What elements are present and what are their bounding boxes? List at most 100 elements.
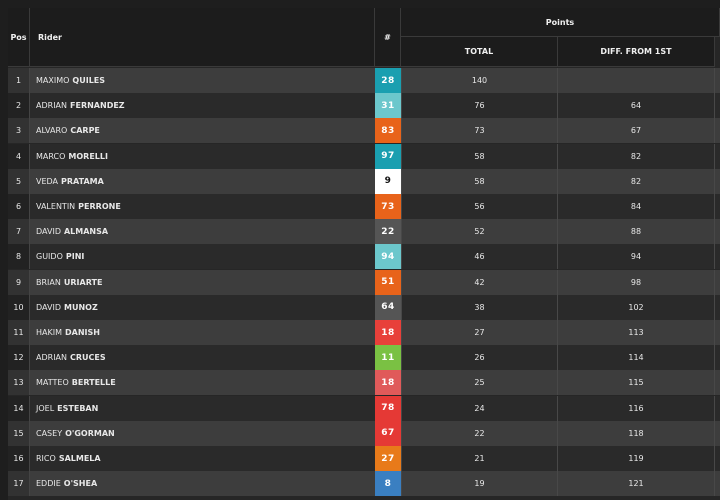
- total-points: 42: [401, 269, 558, 295]
- first-name: BRIAN: [36, 277, 61, 287]
- rider-number: 9: [375, 168, 401, 194]
- diff-points: 121: [558, 471, 715, 497]
- diff-points: 94: [558, 244, 715, 270]
- first-name: ADRIAN: [36, 101, 68, 111]
- rider-row: 16 RICO SALMELA 27 21 119: [8, 446, 720, 471]
- rider-name: MAXIMO QUILES: [30, 68, 375, 93]
- rider-row: 2 ADRIAN FERNANDEZ 31 76 64: [8, 93, 720, 119]
- total-points: 73: [401, 118, 558, 144]
- diff-points: 118: [558, 420, 715, 446]
- rider-name: JOEL ESTEBAN: [30, 396, 375, 421]
- position: 15: [8, 420, 30, 446]
- rider-name: HAKIM DANISH: [30, 320, 375, 345]
- total-points: 52: [401, 219, 558, 245]
- total-points: 26: [401, 345, 558, 371]
- rider-name: ADRIAN FERNANDEZ: [30, 93, 375, 118]
- total-points: 58: [401, 168, 558, 194]
- rider-name: GUIDO PINI: [30, 244, 375, 269]
- total-points: 38: [401, 294, 558, 320]
- rider-number: 18: [375, 370, 401, 396]
- position: 17: [8, 471, 30, 497]
- last-name: PINI: [65, 252, 85, 262]
- diff-points: 113: [558, 320, 715, 345]
- first-name: GUIDO: [36, 252, 63, 262]
- diff-points: 82: [558, 168, 715, 194]
- last-name: SALMELA: [58, 454, 101, 463]
- position: 6: [8, 194, 30, 219]
- points-header: Points: [401, 8, 720, 37]
- rider-row: 14 JOEL ESTEBAN 78 24 116: [8, 395, 720, 421]
- position: 7: [8, 219, 30, 245]
- diff-points: 67: [558, 118, 715, 144]
- total-points: 46: [401, 244, 558, 270]
- position: 5: [8, 168, 30, 194]
- last-name: CRUCES: [70, 353, 106, 363]
- rider-number: 78: [375, 395, 401, 421]
- rider-number: 31: [375, 93, 401, 119]
- rider-name: EDDIE O'SHEA: [30, 471, 375, 496]
- rider-row: 7 DAVID ALMANSA 22 52 88: [8, 219, 720, 245]
- last-name: O'GORMAN: [65, 428, 115, 438]
- first-name: JOEL: [36, 403, 55, 413]
- total-points: 27: [401, 320, 558, 345]
- rider-row: 8 GUIDO PINI 94 46 94: [8, 244, 720, 270]
- last-name: MUNOZ: [63, 302, 98, 312]
- rider-number: 18: [375, 320, 401, 345]
- last-name: URIARTE: [63, 277, 103, 287]
- number-header: #: [375, 8, 401, 67]
- diff-points: 64: [558, 93, 715, 119]
- first-name: MARCO: [36, 151, 66, 161]
- last-name: CARPE: [70, 126, 100, 136]
- rider-row: 6 VALENTIN PERRONE 73 56 84: [8, 194, 720, 219]
- rider-number: 97: [375, 143, 401, 169]
- rider-name: ALVARO CARPE: [30, 118, 375, 143]
- diff-points: 88: [558, 219, 715, 245]
- rider-name: ADRIAN CRUCES: [30, 345, 375, 370]
- rider-number: 67: [375, 420, 401, 446]
- rider-name: DAVID ALMANSA: [30, 219, 375, 244]
- rider-row: 17 EDDIE O'SHEA 8 19 121: [8, 471, 720, 497]
- rider-number: 8: [375, 471, 401, 497]
- last-name: DANISH: [65, 328, 100, 337]
- rider-name: BRIAN URIARTE: [30, 270, 375, 295]
- standings-table: Pos Rider # Points TOTAL DIFF. FROM 1ST …: [8, 8, 720, 500]
- position: 14: [8, 395, 30, 421]
- rider-name: DAVID MUNOZ: [30, 295, 375, 320]
- last-name: PRATAMA: [61, 176, 104, 186]
- rider-header: Rider: [30, 8, 375, 67]
- diff-header: DIFF. FROM 1ST: [558, 37, 715, 67]
- total-header: TOTAL: [401, 37, 558, 67]
- rider-number: 22: [375, 219, 401, 245]
- pos-header: Pos: [8, 8, 30, 67]
- diff-points: 116: [558, 395, 715, 421]
- last-name: O'SHEA: [63, 479, 98, 489]
- last-name: FERNANDEZ: [70, 101, 125, 111]
- total-points: 56: [401, 194, 558, 219]
- total-points: 25: [401, 370, 558, 396]
- position: 12: [8, 345, 30, 371]
- rider-row: 10 DAVID MUNOZ 64 38 102: [8, 294, 720, 320]
- rider-number: 51: [375, 269, 401, 295]
- rider-name: MARCO MORELLI: [30, 144, 375, 169]
- diff-points: 102: [558, 294, 715, 320]
- rider-row: 9 BRIAN URIARTE 51 42 98: [8, 269, 720, 295]
- position: 3: [8, 118, 30, 144]
- total-points: 24: [401, 395, 558, 421]
- position: 10: [8, 294, 30, 320]
- first-name: VALENTIN: [36, 202, 76, 211]
- last-name: QUILES: [72, 76, 106, 85]
- diff-points: 84: [558, 194, 715, 219]
- total-points: 21: [401, 446, 558, 471]
- position: 8: [8, 244, 30, 270]
- last-name: ALMANSA: [63, 227, 109, 237]
- rider-number: 83: [375, 118, 401, 144]
- first-name: DAVID: [36, 227, 61, 237]
- rider-name: VALENTIN PERRONE: [30, 194, 375, 219]
- last-name: MORELLI: [68, 151, 108, 161]
- rider-number: 73: [375, 194, 401, 219]
- position: 16: [8, 446, 30, 471]
- first-name: CASEY: [36, 428, 63, 438]
- first-name: ALVARO: [36, 126, 68, 136]
- first-name: RICO: [36, 454, 56, 463]
